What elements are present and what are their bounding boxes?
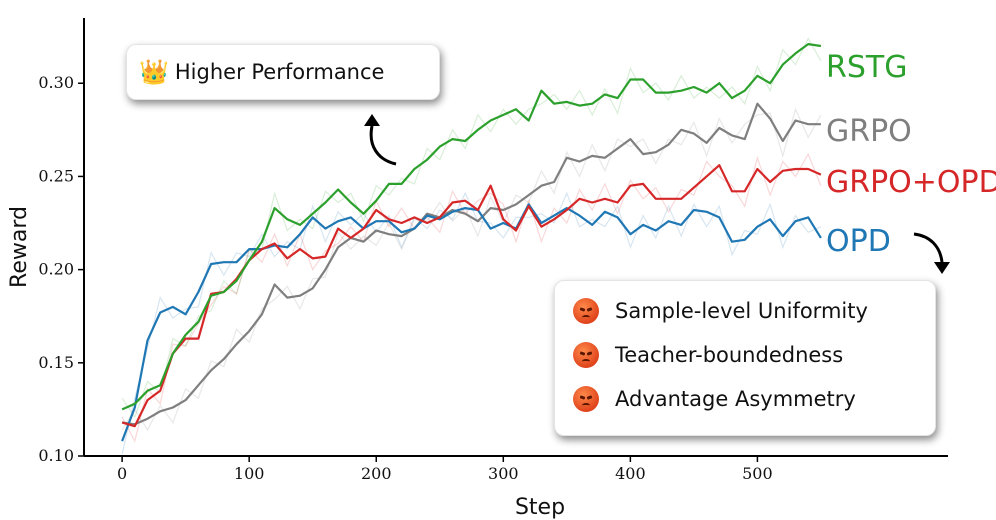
series-label-grpo: GRPO xyxy=(826,114,912,149)
angry-face-icon xyxy=(573,342,599,368)
angry-face-icon xyxy=(573,386,599,412)
y-tick-label: 0.25 xyxy=(38,166,74,185)
x-tick-label: 100 xyxy=(234,464,265,483)
issue-item: Advantage Asymmetry xyxy=(555,377,935,421)
x-tick-label: 400 xyxy=(615,464,646,483)
issues-callout: Sample-level Uniformity Teacher-boundedn… xyxy=(554,280,936,436)
issue-item: Sample-level Uniformity xyxy=(555,289,935,333)
series-label-grpo-opd: GRPO+OPD xyxy=(826,165,996,200)
smoothed-curves xyxy=(121,42,822,442)
faint-series-line xyxy=(121,152,822,443)
y-tick-label: 0.10 xyxy=(38,446,74,465)
series-line-grpo xyxy=(121,102,821,426)
y-tick-label: 0.20 xyxy=(38,260,74,279)
faint-series-line xyxy=(121,37,822,419)
series-line-rstg xyxy=(121,42,822,411)
issue-item: Teacher-boundedness xyxy=(555,333,935,377)
down-arrow-icon xyxy=(913,232,944,263)
series-labels: RSTG GRPO GRPO+OPD OPD xyxy=(826,50,996,259)
series-label-rstg: RSTG xyxy=(826,50,907,85)
performance-callout: 👑 Higher Performance xyxy=(126,44,440,100)
x-tick-label: 500 xyxy=(742,464,773,483)
up-arrow-icon xyxy=(369,125,397,166)
faint-series-line xyxy=(121,191,822,455)
x-tick-label: 300 xyxy=(488,464,519,483)
x-axis-title: Step xyxy=(515,495,565,520)
y-tick-label: 0.30 xyxy=(38,73,74,92)
x-tick-label: 0 xyxy=(117,464,127,483)
issue-label: Advantage Asymmetry xyxy=(615,387,856,411)
down-arrow-head xyxy=(934,262,950,274)
up-arrow-head xyxy=(364,114,380,126)
y-axis-title: Reward xyxy=(7,206,32,288)
y-tick-label: 0.15 xyxy=(38,353,74,372)
performance-text: Higher Performance xyxy=(174,60,385,84)
ticks: 0 100 200 300 400 500 0.10 0.15 0.20 0.25 0.30 xyxy=(38,73,772,483)
issue-label: Teacher-boundedness xyxy=(615,343,844,367)
faint-series-line xyxy=(121,107,822,432)
issue-label: Sample-level Uniformity xyxy=(615,299,868,323)
series-line-opd xyxy=(121,203,822,442)
faint-raw-curves xyxy=(121,37,822,455)
crown-icon: 👑 xyxy=(139,58,169,86)
axes xyxy=(83,18,948,457)
x-tick-label: 200 xyxy=(361,464,392,483)
angry-face-icon xyxy=(573,298,599,324)
series-label-opd: OPD xyxy=(826,224,891,259)
